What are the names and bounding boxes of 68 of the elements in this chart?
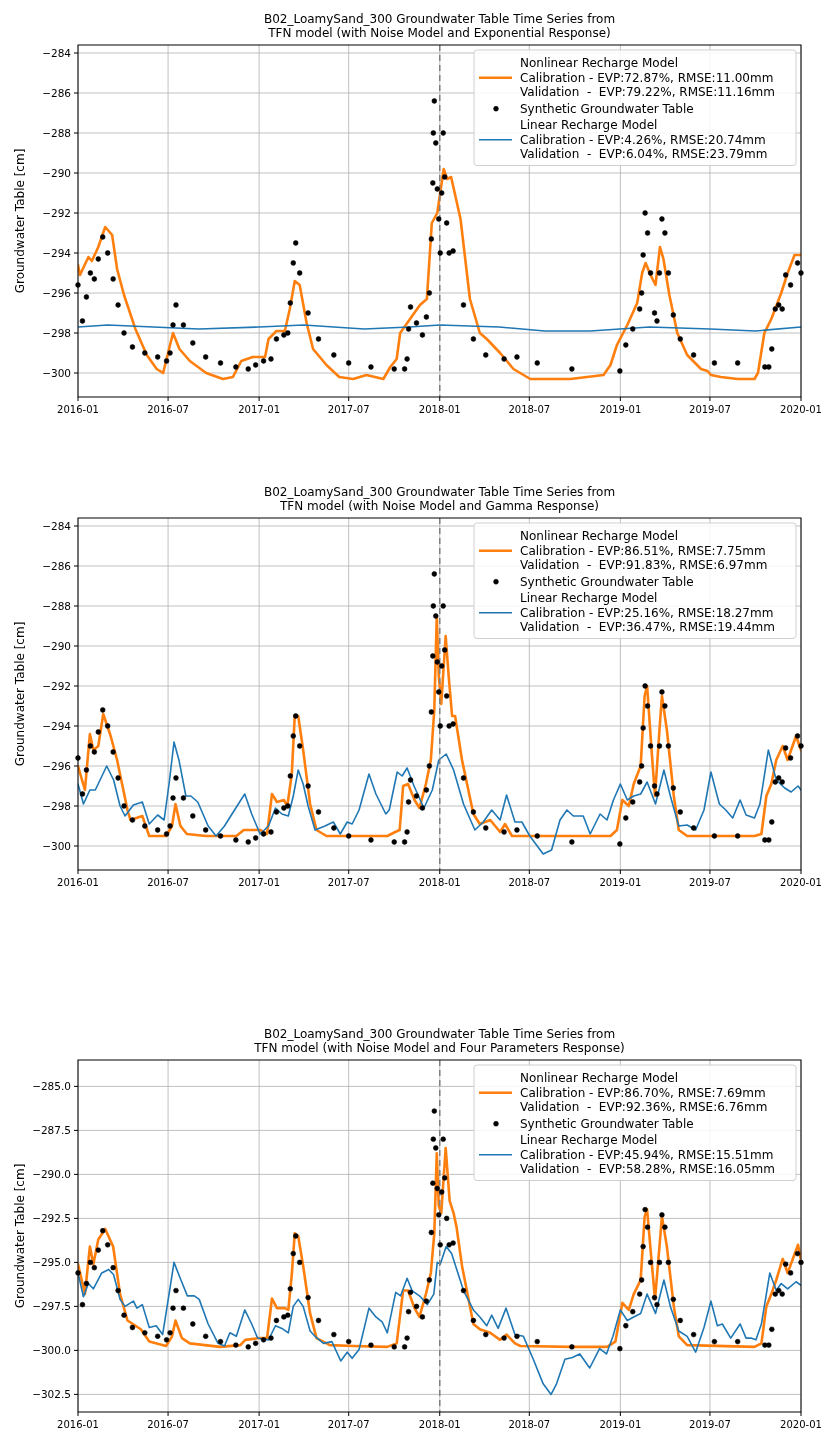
y-tick-label: −284: [42, 520, 72, 532]
y-tick-label: −300.0: [32, 1344, 71, 1357]
chart-title: B02_LoamySand_300 Groundwater Table Time Series from TFN model (with Noise Model and Exponential Response): [263, 12, 616, 40]
legend-label: Synthetic Groundwater Table: [520, 1116, 694, 1131]
x-tick-label: 2019-07: [689, 1419, 731, 1430]
x-tick-label: 2017-07: [327, 877, 370, 888]
legend-label: Linear Recharge Model Calibration - EVP:4.26%, RMSE:20.74mm Validation - EVP:6.04%, RMSE:23.79mm: [520, 118, 768, 161]
y-tick-label: −298: [42, 327, 71, 339]
x-tick-label: 2017-07: [327, 404, 370, 415]
x-tick-label: 2016-01: [57, 877, 99, 888]
x-tick-label: 2018-07: [508, 877, 551, 888]
y-axis-title: Groundwater Table [cm]: [13, 1163, 27, 1309]
chart-title: B02_LoamySand_300 Groundwater Table Time Series from TFN model (with Noise Model and Gamma Response): [263, 485, 616, 513]
x-tick-label: 2017-01: [238, 1419, 281, 1430]
legend-label: Synthetic Groundwater Table: [520, 574, 694, 589]
y-tick-label: −294: [42, 247, 72, 259]
x-tick-label: 2017-01: [238, 404, 281, 415]
x-tick-label: 2020-01: [780, 1419, 822, 1430]
y-tick-label: −296: [42, 287, 72, 299]
legend-label: Nonlinear Recharge Model Calibration - EVP:86.70%, RMSE:7.69mm Validation - EVP:92.36%, RMSE:6.76mm: [520, 1071, 768, 1114]
x-tick-label: 2016-01: [57, 404, 99, 415]
y-tick-label: −290: [42, 167, 71, 179]
y-axis-title: Groundwater Table [cm]: [13, 148, 27, 294]
y-tick-label: −288: [42, 127, 71, 139]
y-tick-label: −300: [42, 840, 71, 852]
x-tick-label: 2018-07: [508, 404, 551, 415]
x-tick-label: 2016-07: [147, 877, 189, 888]
x-tick-label: 2016-07: [147, 404, 189, 415]
legend-label: Nonlinear Recharge Model Calibration - EVP:72.87%, RMSE:11.00mm Validation - EVP:79.22%, RMSE:11.16mm: [520, 56, 775, 99]
y-tick-label: −286: [42, 560, 72, 572]
y-tick-label: −297.5: [32, 1300, 71, 1313]
x-tick-label: 2017-01: [238, 877, 281, 888]
y-tick-label: −302.5: [32, 1388, 71, 1401]
chart-title: B02_LoamySand_300 Groundwater Table Time Series from TFN model (with Noise Model and Four Parameters Response): [253, 1027, 625, 1055]
y-tick-label: −287.5: [32, 1124, 71, 1137]
legend-label: Linear Recharge Model Calibration - EVP:25.16%, RMSE:18.27mm Validation - EVP:36.47%, RMSE:19.44mm: [520, 591, 775, 634]
x-tick-label: 2018-01: [418, 877, 461, 888]
y-tick-label: −292.5: [32, 1212, 71, 1225]
y-tick-label: −290: [42, 640, 71, 652]
x-tick-label: 2019-07: [689, 877, 731, 888]
x-tick-label: 2016-01: [57, 1419, 99, 1430]
x-tick-label: 2016-07: [147, 1419, 189, 1430]
y-axis-title: Groundwater Table [cm]: [13, 621, 27, 767]
x-tick-label: 2019-01: [599, 404, 642, 415]
y-tick-label: −290.0: [32, 1168, 71, 1181]
y-tick-label: −288: [42, 600, 71, 612]
x-tick-label: 2018-01: [418, 404, 461, 415]
y-tick-label: −298: [42, 800, 71, 812]
x-tick-label: 2017-07: [327, 1419, 370, 1430]
x-tick-label: 2020-01: [780, 404, 822, 415]
y-tick-label: −294: [42, 720, 72, 732]
y-tick-label: −300: [42, 367, 71, 379]
x-tick-label: 2019-01: [599, 877, 642, 888]
y-tick-label: −295.0: [32, 1256, 71, 1269]
y-tick-label: −284: [42, 47, 72, 59]
x-tick-label: 2018-01: [418, 1419, 461, 1430]
y-tick-label: −285.0: [32, 1080, 71, 1093]
x-tick-label: 2019-01: [599, 1419, 642, 1430]
legend-label: Synthetic Groundwater Table: [520, 101, 694, 116]
y-tick-label: −296: [42, 760, 72, 772]
y-tick-label: −292: [42, 207, 71, 219]
x-tick-label: 2019-07: [689, 404, 731, 415]
y-tick-label: −292: [42, 680, 71, 692]
x-tick-label: 2020-01: [780, 877, 822, 888]
x-tick-label: 2018-07: [508, 1419, 551, 1430]
y-tick-label: −286: [42, 87, 72, 99]
legend-label: Nonlinear Recharge Model Calibration - EVP:86.51%, RMSE:7.75mm Validation - EVP:91.83%, RMSE:6.97mm: [520, 529, 768, 572]
legend-label: Linear Recharge Model Calibration - EVP:45.94%, RMSE:15.51mm Validation - EVP:58.28%, RMSE:16.05mm: [520, 1133, 775, 1176]
